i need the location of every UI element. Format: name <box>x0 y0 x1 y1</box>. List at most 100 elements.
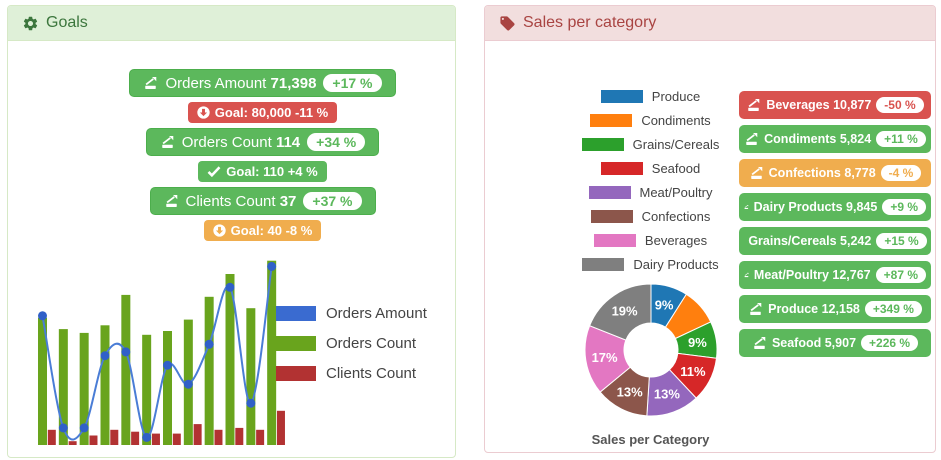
orders-count-bar <box>246 308 256 445</box>
donut-legend-item: Grains/Cereals <box>543 137 758 152</box>
orders-amount-point <box>183 379 193 389</box>
legend-swatch <box>276 366 316 381</box>
category-delta-pill: +226 % <box>861 335 919 351</box>
donut-legend-item: Confections <box>543 209 758 224</box>
donut-slice-label: 9% <box>688 335 707 350</box>
legend-swatch <box>600 90 643 103</box>
donut-slice-label: 17% <box>591 350 617 365</box>
clients-count-bar <box>235 427 244 445</box>
category-sales-button[interactable]: Beverages 10,877 -50 % <box>739 91 931 119</box>
orders-amount-point <box>267 261 277 271</box>
category-delta-pill: +15 % <box>876 233 927 249</box>
orders-amount-point <box>79 423 89 433</box>
category-sales-button[interactable]: Seafood 5,907 +226 % <box>739 329 931 357</box>
orders-amount-point <box>121 347 131 357</box>
goal-target-badge: Goal: 40 -8 % <box>203 220 322 241</box>
clients-count-bar <box>131 431 140 445</box>
legend-label: Seafood <box>651 161 701 176</box>
sales-panel-title: Sales per category <box>523 14 657 31</box>
donut-legend: Produce Condiments Grains/Cereals Seafood Me… <box>543 89 758 272</box>
clients-count-bar <box>193 424 202 445</box>
sales-panel: Sales per category Produce Condiments Grai… <box>484 5 936 453</box>
clients-count-bar <box>68 441 77 445</box>
goal-kpi-button[interactable]: Orders Amount 71,398 +17 % <box>129 69 396 97</box>
kpi-label: Orders Count 114 <box>181 133 301 151</box>
category-text: Grains/Cereals 5,242 <box>748 234 872 248</box>
goals-chart-legend: Orders Amount Orders Count Clients Count <box>276 305 427 382</box>
goal-kpi-button[interactable]: Clients Count 37 +37 % <box>149 187 376 215</box>
category-sales-button[interactable]: Confections 8,778 -4 % <box>739 159 931 187</box>
legend-label: Meat/Poultry <box>639 185 713 200</box>
legend-label: Dairy Products <box>633 257 719 272</box>
category-sales-button[interactable]: Produce 12,158 +349 % <box>739 295 931 323</box>
gear-icon <box>23 16 38 30</box>
chart-arrow-icon <box>746 133 758 145</box>
category-delta-pill: +349 % <box>864 301 922 317</box>
clients-count-bar <box>256 429 265 445</box>
category-sales-button[interactable]: Dairy Products 9,845 +9 % <box>739 193 931 221</box>
clients-count-bar <box>89 435 98 445</box>
category-sales-button[interactable]: Grains/Cereals 5,242 +15 % <box>739 227 931 255</box>
category-sales-button[interactable]: Meat/Poultry 12,767 +87 % <box>739 261 931 289</box>
goal-kpi-button[interactable]: Orders Count 114 +34 % <box>145 128 380 156</box>
orders-count-bar <box>58 329 68 445</box>
goals-kpi-stack: Orders Amount 71,398 +17 % Goal: 80,000 -1… <box>8 69 455 241</box>
legend-swatch <box>590 210 633 223</box>
orders-count-bar <box>267 260 277 445</box>
legend-swatch <box>588 186 631 199</box>
category-text: Produce 12,158 <box>768 302 860 316</box>
orders-count-bar <box>142 334 152 445</box>
goal-target-badge: Goal: 110 +4 % <box>198 161 327 182</box>
goal-badge-text: Goal: 40 -8 % <box>230 223 313 238</box>
goals-panel: Goals Orders Amount 71,398 +17 % Goal: 80,… <box>7 5 456 458</box>
clients-count-bar <box>276 410 285 445</box>
donut-caption: Sales per Category <box>591 432 710 447</box>
orders-count-bar <box>204 296 214 445</box>
orders-amount-line <box>41 266 273 441</box>
clients-count-bar <box>172 433 181 445</box>
goals-legend-item: Clients Count <box>276 365 427 382</box>
donut-legend-item: Beverages <box>543 233 758 248</box>
goal-badge-text: Goal: 80,000 -11 % <box>214 105 329 120</box>
clients-count-bar <box>151 433 160 445</box>
orders-amount-point <box>225 282 235 292</box>
clients-count-bar <box>110 429 119 445</box>
kpi-delta-pill: +37 % <box>303 192 362 210</box>
orders-amount-point <box>163 360 172 370</box>
chart-arrow-icon <box>748 99 760 111</box>
category-delta-pill: -4 % <box>880 165 922 181</box>
chart-arrow-icon <box>754 337 766 349</box>
legend-label: Beverages <box>644 233 708 248</box>
goal-badge-text: Goal: 110 +4 % <box>226 164 318 179</box>
legend-label: Grains/Cereals <box>632 137 720 152</box>
chart-arrow-icon <box>744 205 749 209</box>
donut-legend-item: Produce <box>543 89 758 104</box>
donut-slice-dairy-products <box>588 283 651 341</box>
legend-label: Condiments <box>641 113 711 128</box>
legend-swatch <box>276 336 316 351</box>
donut-legend-item: Condiments <box>543 113 758 128</box>
legend-label: Clients Count <box>326 365 417 382</box>
category-delta-pill: +11 % <box>876 131 926 147</box>
goals-panel-title: Goals <box>46 14 88 31</box>
legend-label: Produce <box>651 89 701 104</box>
chart-arrow-icon <box>165 195 177 207</box>
category-text: Condiments 5,824 <box>764 132 872 146</box>
category-sales-button[interactable]: Condiments 5,824 +11 % <box>739 125 931 153</box>
sales-panel-header: Sales per category <box>485 6 935 41</box>
donut-legend-item: Seafood <box>543 161 758 176</box>
orders-amount-point <box>246 398 256 408</box>
category-text: Beverages 10,877 <box>766 98 872 112</box>
legend-label: Orders Count <box>326 335 417 352</box>
donut-legend-item: Dairy Products <box>543 257 758 272</box>
clients-count-bar <box>214 429 223 445</box>
arrow-circle-down-icon <box>197 106 210 119</box>
category-text: Seafood 5,907 <box>771 336 857 350</box>
legend-label: Orders Amount <box>326 305 427 322</box>
legend-swatch <box>590 114 633 127</box>
legend-swatch <box>593 234 636 247</box>
orders-count-bar <box>100 325 110 445</box>
clients-count-bar <box>47 429 56 445</box>
donut-slice-label: 19% <box>611 304 637 319</box>
category-delta-pill: +87 % <box>875 267 926 283</box>
